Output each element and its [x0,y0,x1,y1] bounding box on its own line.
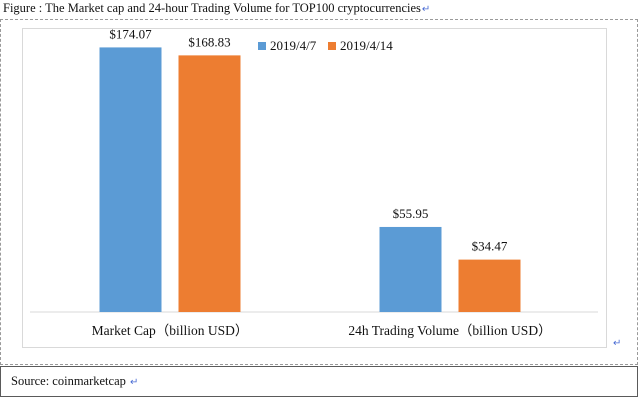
figure-title-text: Figure : The Market cap and 24-hour Trad… [3,1,421,15]
data-label-1-2: $55.95 [393,206,429,221]
source-text: Source: coinmarketcap [11,374,126,388]
figure-frame [0,19,638,365]
bar-2-2 [458,259,521,312]
legend-label-series1: 2019/4/7 [270,38,317,53]
return-mark-icon: ↵ [421,4,431,15]
source-line: Source: coinmarketcap ↵ [11,374,138,389]
legend-item-series2: 2019/4/14 [328,38,393,54]
figure-title: Figure : The Market cap and 24-hour Trad… [3,1,430,16]
chart-legend: 2019/4/7 2019/4/14 [0,38,640,56]
legend-swatch-series1 [258,42,266,50]
data-label-1-1: $174.07 [109,26,152,41]
bar-1-1 [99,47,162,312]
data-label-2-1: $168.83 [188,34,230,49]
category-label-2: 24h Trading Volume（billion USD） [348,323,551,338]
data-label-2-2: $34.47 [472,239,508,254]
legend-swatch-series2 [328,42,336,50]
bar-1-2 [379,226,442,312]
return-mark-icon: ↵ [130,377,139,388]
legend-item-series1: 2019/4/7 [258,38,316,54]
category-label-1: Market Cap（billion USD） [92,323,249,338]
bar-2-1 [178,55,241,313]
return-mark-icon: ↵ [613,338,622,349]
legend-label-series2: 2019/4/14 [340,38,393,53]
source-box: Source: coinmarketcap ↵ [0,366,638,397]
